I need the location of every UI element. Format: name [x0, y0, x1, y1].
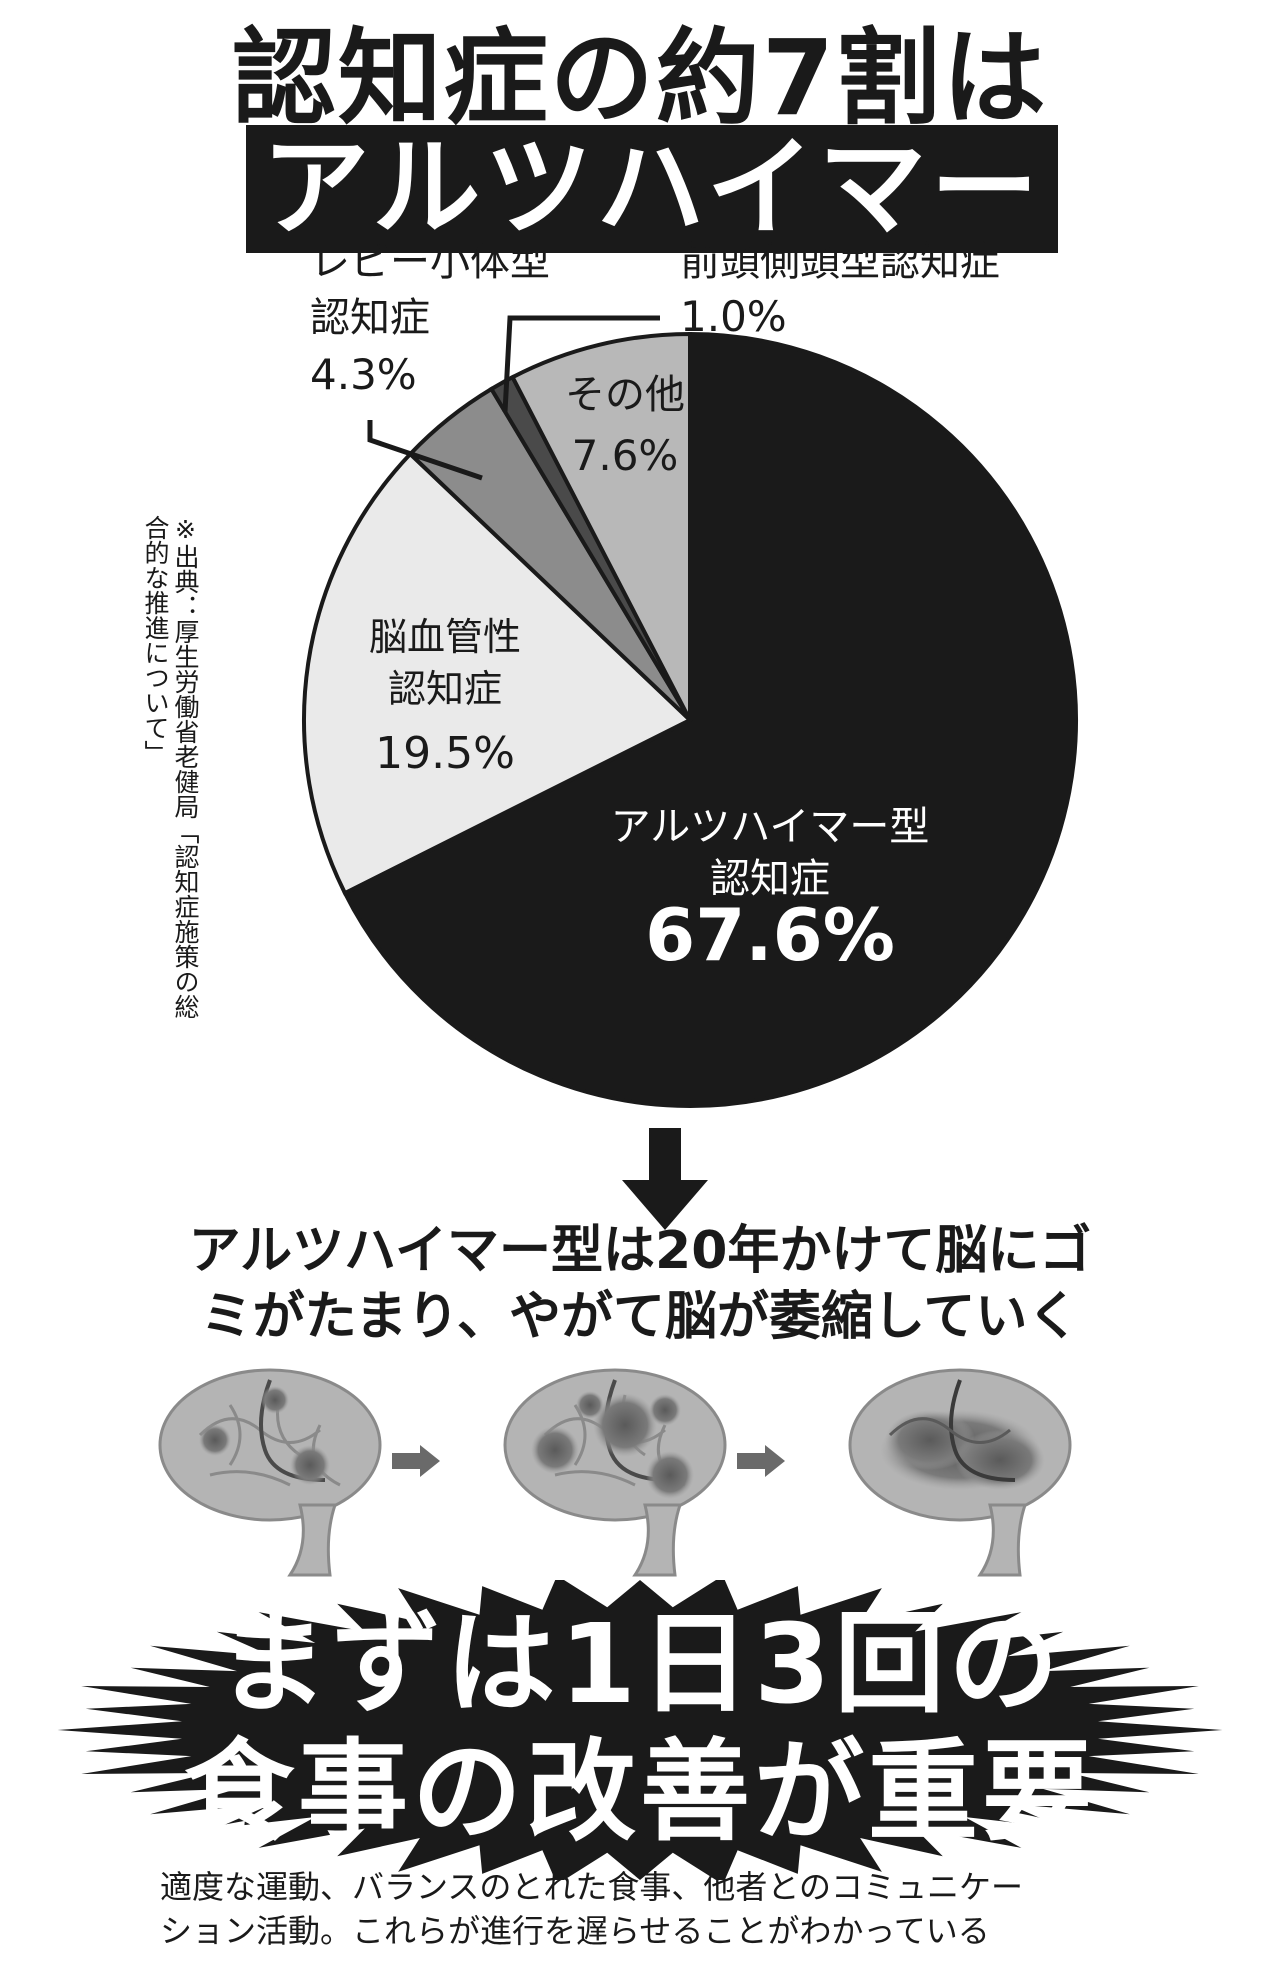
burst-banner — [57, 1580, 1223, 1880]
pie-slice-0 — [342, 331, 1078, 1108]
slice-name-label-0: アルツハイマー型 — [611, 804, 930, 850]
brain-progression — [158, 1368, 1072, 1577]
slice-value-label-3: 1.0% — [680, 292, 787, 341]
brain-stage-2-icon — [503, 1368, 727, 1577]
headline-line-1: まずは1日3回の — [217, 1600, 1063, 1728]
pie-slice-1 — [302, 451, 694, 896]
slice-name-label-2: 認知症 — [310, 295, 430, 341]
slice-name-label-1: 脳血管性 — [369, 615, 521, 659]
slice-name-label-0: 認知症 — [710, 856, 830, 902]
down-arrow-icon — [622, 1128, 708, 1230]
slice-name-label-4: その他 — [565, 372, 685, 418]
headline-line-2: 食事の改善が重要 — [184, 1728, 1096, 1856]
footer-line-1: 適度な運動、バランスのとれた食事、他者とのコミュニケー — [160, 1868, 1024, 1906]
slice-value-label-2: 4.3% — [310, 350, 417, 399]
slice-value-label-4: 7.6% — [572, 431, 679, 480]
source-note: ※出典：厚生労働省老健局「認知症施策の総合的な推進について」 — [141, 515, 200, 1019]
slice-value-label-1: 19.5% — [375, 728, 515, 779]
caption-line-2: ミがたまり、やがて脳が萎縮していく — [200, 1287, 1080, 1347]
page-title: 認知症の約7割は — [231, 17, 1049, 139]
brain-stage-3-icon — [848, 1368, 1072, 1577]
pie-chart: アルツハイマー型認知症67.6%脳血管性認知症19.5%レビー小体型認知症4.3… — [302, 239, 1078, 1108]
right-arrow-icon — [392, 1445, 440, 1477]
slice-name-label-3: 前頭側頭型認知症 — [680, 239, 1000, 285]
leader-line-frontotemporal — [502, 315, 660, 413]
slice-name-label-1: 認知症 — [388, 667, 502, 711]
right-arrow-icon — [737, 1445, 785, 1477]
pie-slice-4 — [509, 331, 692, 721]
slice-name-label-2: レビー小体型 — [310, 239, 550, 285]
title-highlight-box — [246, 125, 1058, 253]
brain-stage-1-icon — [158, 1368, 382, 1577]
caption-line-1: アルツハイマー型は20年かけて脳にゴ — [188, 1221, 1092, 1281]
leader-line-lewy — [367, 420, 483, 481]
burst-shape — [57, 1580, 1223, 1880]
slice-value-label-0: 67.6% — [645, 893, 895, 977]
footer-line-2: ション活動。これらが進行を遅らせることがわかっている — [160, 1912, 990, 1950]
page-title-highlight: アルツハイマー型 — [261, 126, 1043, 379]
